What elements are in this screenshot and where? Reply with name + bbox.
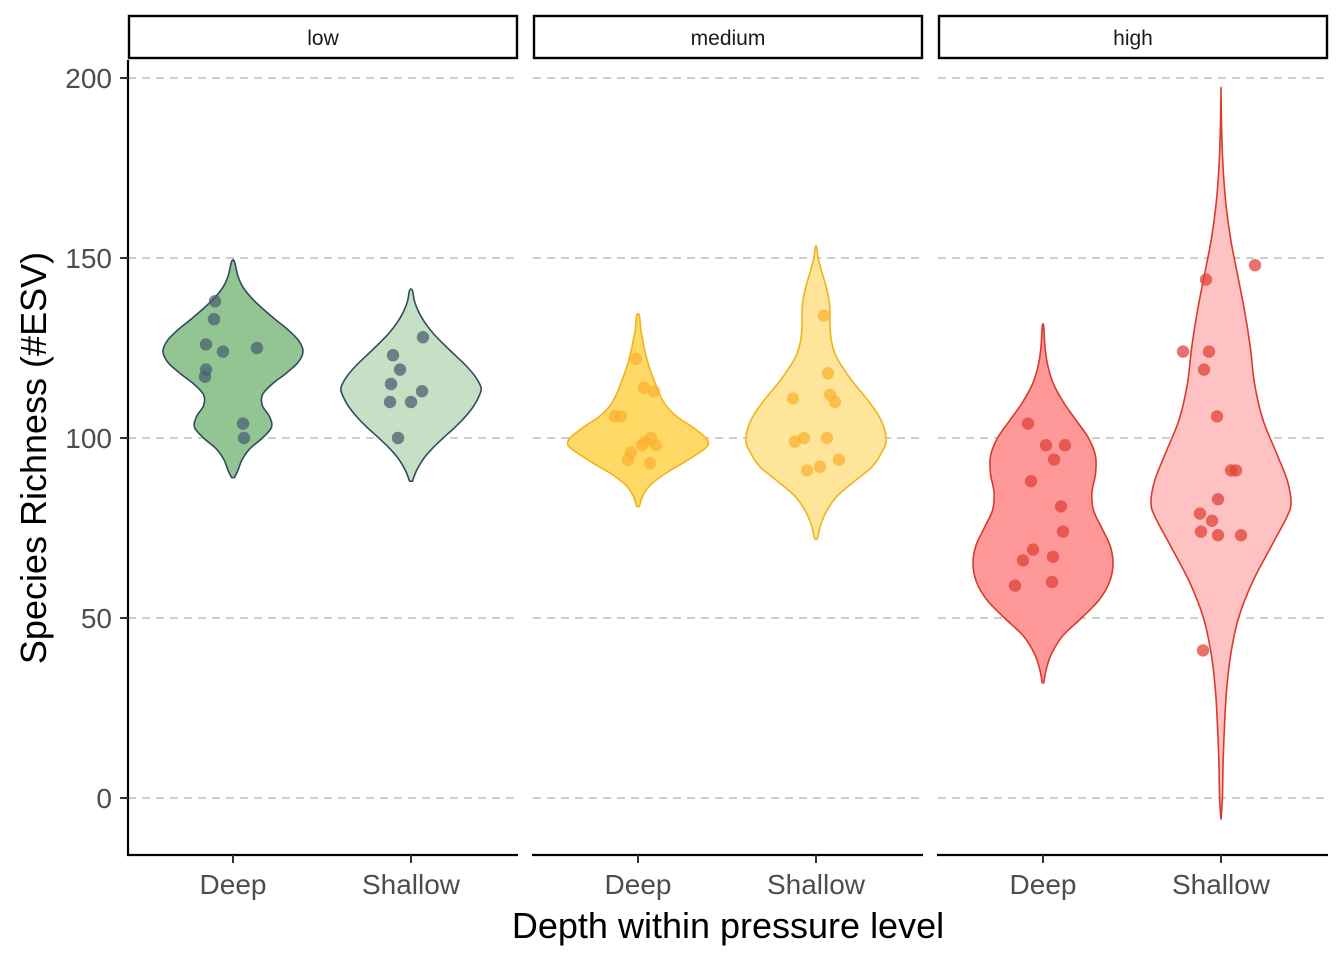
x-tick-label: Shallow <box>362 869 461 900</box>
data-point-high-shallow <box>1229 464 1243 477</box>
violin-high-deep <box>972 322 1114 684</box>
data-point-high-shallow <box>1210 410 1224 423</box>
y-axis-title: Species Richness (#ESV) <box>13 252 54 664</box>
data-point-low-deep <box>216 345 230 358</box>
facet-strip-label: medium <box>691 27 766 50</box>
y-tick-label: 0 <box>96 783 112 814</box>
data-points <box>198 259 1262 657</box>
data-point-medium-deep <box>629 352 643 365</box>
x-tick-label: Deep <box>200 869 267 900</box>
data-point-high-deep <box>1046 550 1060 563</box>
data-point-low-deep <box>198 370 212 383</box>
violin-medium-deep <box>566 313 710 508</box>
data-point-low-deep <box>207 313 221 326</box>
data-point-medium-deep <box>643 457 657 470</box>
data-point-medium-shallow <box>817 309 831 322</box>
data-point-medium-deep <box>637 381 651 394</box>
data-point-low-shallow <box>393 363 407 376</box>
data-point-medium-shallow <box>788 435 802 448</box>
gridlines <box>128 77 1328 799</box>
data-point-low-shallow <box>384 377 398 391</box>
data-point-medium-deep <box>649 439 663 452</box>
data-point-medium-shallow <box>820 431 834 445</box>
facet-strip-label: low <box>307 27 339 50</box>
data-point-high-shallow <box>1176 345 1190 358</box>
y-tick-label: 50 <box>81 603 112 634</box>
data-point-high-shallow <box>1234 529 1248 542</box>
facet-strip-high <box>937 14 1329 60</box>
data-point-high-deep <box>1008 579 1022 592</box>
violin-high-shallow <box>1150 86 1292 820</box>
y-tick-label: 100 <box>65 423 112 454</box>
data-point-medium-deep <box>635 439 649 452</box>
data-point-high-deep <box>1021 417 1035 430</box>
data-point-high-deep <box>1045 575 1059 589</box>
data-point-high-deep <box>1056 525 1070 538</box>
data-point-high-deep <box>1016 554 1030 567</box>
data-point-low-shallow <box>415 385 429 398</box>
axes: Deep Shallow Deep Shallow Deep Shallow 0 50 100 1… <box>65 60 1328 900</box>
data-point-low-deep <box>199 338 213 351</box>
data-point-medium-deep <box>621 453 635 466</box>
data-point-high-deep <box>1054 500 1068 513</box>
data-point-low-shallow <box>391 431 405 445</box>
data-point-low-shallow <box>383 395 397 409</box>
data-point-low-deep <box>237 431 251 445</box>
violin-medium-shallow <box>745 245 887 540</box>
x-tick-label: Deep <box>605 869 672 900</box>
data-point-high-deep <box>1058 439 1072 452</box>
data-point-high-shallow <box>1193 507 1207 520</box>
data-point-medium-deep <box>647 385 661 398</box>
data-point-high-shallow <box>1211 529 1225 542</box>
data-point-high-shallow <box>1199 273 1213 286</box>
facet-strip-low <box>127 14 519 60</box>
facet-strip-medium <box>532 14 924 60</box>
facet-strips: low medium high <box>127 14 1329 60</box>
data-point-high-shallow <box>1197 363 1211 376</box>
data-point-high-deep <box>1024 475 1038 488</box>
data-point-high-shallow <box>1194 525 1208 538</box>
data-point-low-shallow <box>386 349 400 362</box>
data-point-high-shallow <box>1205 514 1219 527</box>
data-point-medium-shallow <box>813 460 827 473</box>
data-point-medium-deep <box>614 410 628 423</box>
data-point-high-shallow <box>1248 259 1262 272</box>
x-tick-label: Shallow <box>767 869 866 900</box>
y-tick-label: 150 <box>65 243 112 274</box>
data-point-high-shallow <box>1211 493 1225 506</box>
violin-low-deep <box>162 258 304 479</box>
violin-low-shallow <box>339 288 483 482</box>
data-point-medium-shallow <box>832 453 846 466</box>
data-point-low-deep <box>236 417 250 430</box>
data-point-medium-shallow <box>821 367 835 380</box>
violins <box>162 86 1292 820</box>
data-point-high-deep <box>1047 453 1061 466</box>
facet-strip-label: high <box>1113 27 1153 50</box>
data-point-high-deep <box>1039 439 1053 452</box>
data-point-medium-shallow <box>828 395 842 409</box>
data-point-medium-shallow <box>800 464 814 477</box>
data-point-high-deep <box>1026 543 1040 556</box>
x-axis-title: Depth within pressure level <box>512 905 944 946</box>
data-point-high-shallow <box>1202 345 1216 358</box>
data-point-low-deep <box>250 341 264 355</box>
data-point-medium-shallow <box>786 392 800 405</box>
x-tick-label: Shallow <box>1172 869 1271 900</box>
data-point-high-shallow <box>1196 644 1210 657</box>
data-point-low-shallow <box>404 395 418 409</box>
data-point-low-shallow <box>416 331 430 344</box>
x-tick-label: Deep <box>1010 869 1077 900</box>
y-tick-label: 200 <box>65 63 112 94</box>
data-point-low-deep <box>208 295 222 308</box>
